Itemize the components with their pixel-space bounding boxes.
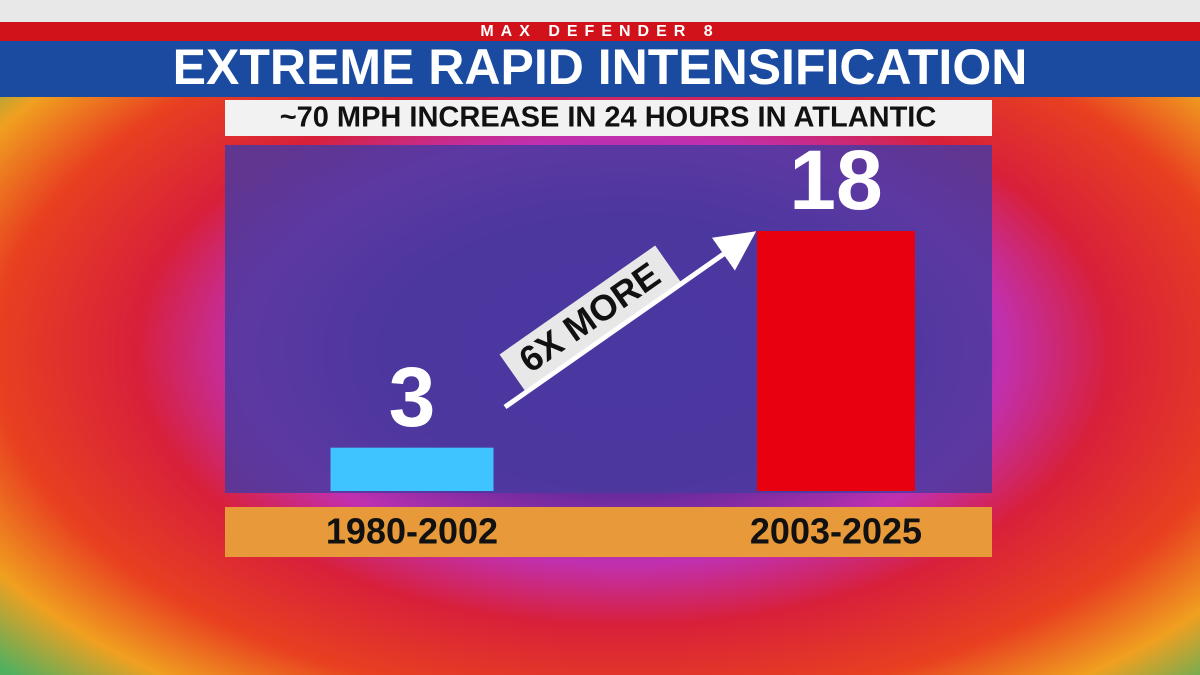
category-band: [225, 507, 992, 557]
subtitle: ~70 MPH INCREASE IN 24 HOURS IN ATLANTIC: [280, 102, 937, 134]
header-band: [0, 22, 1200, 41]
top-strip: [0, 0, 1200, 22]
category-label: 2003-2025: [750, 511, 922, 552]
chart-title: EXTREME RAPID INTENSIFICATION: [173, 39, 1028, 95]
bar: [330, 447, 494, 491]
header: MAX DEFENDER 8: [480, 23, 719, 40]
title-band: [0, 41, 1200, 97]
arrow: [503, 231, 757, 410]
bar: [757, 231, 915, 491]
value-label: 18: [789, 133, 882, 227]
value-label: 3: [389, 350, 436, 444]
category-label: 1980-2002: [326, 511, 498, 552]
annotation-box: [499, 245, 681, 391]
subtitle-box: [225, 100, 992, 136]
